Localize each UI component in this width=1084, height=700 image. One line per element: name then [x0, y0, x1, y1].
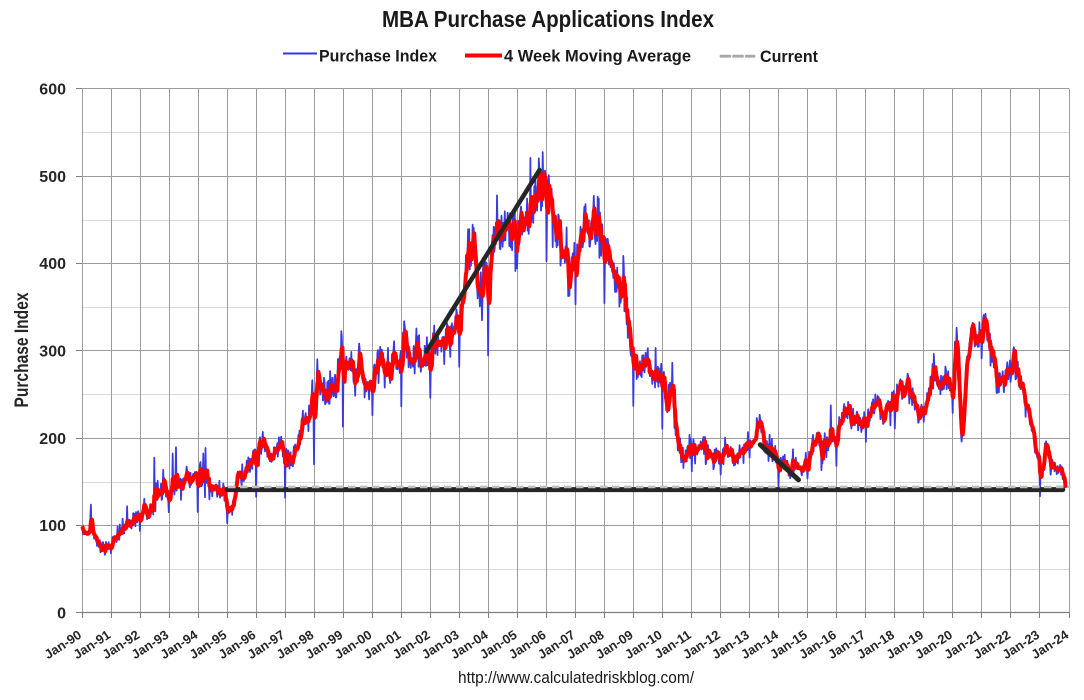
svg-text:http://www.calculatedriskblog.: http://www.calculatedriskblog.com/	[458, 668, 694, 687]
svg-text:200: 200	[39, 431, 66, 448]
svg-text:600: 600	[39, 82, 66, 99]
svg-text:MBA Purchase Applications Inde: MBA Purchase Applications Index	[382, 6, 714, 32]
svg-text:100: 100	[39, 518, 66, 535]
svg-text:500: 500	[39, 169, 66, 186]
svg-text:0: 0	[57, 606, 66, 623]
svg-text:Purchase Index: Purchase Index	[11, 292, 33, 407]
svg-text:4 Week Moving Average: 4 Week Moving Average	[504, 48, 691, 66]
svg-text:300: 300	[39, 344, 66, 361]
svg-text:Purchase Index: Purchase Index	[319, 48, 438, 66]
svg-text:400: 400	[39, 256, 66, 273]
svg-text:Current: Current	[760, 47, 818, 66]
